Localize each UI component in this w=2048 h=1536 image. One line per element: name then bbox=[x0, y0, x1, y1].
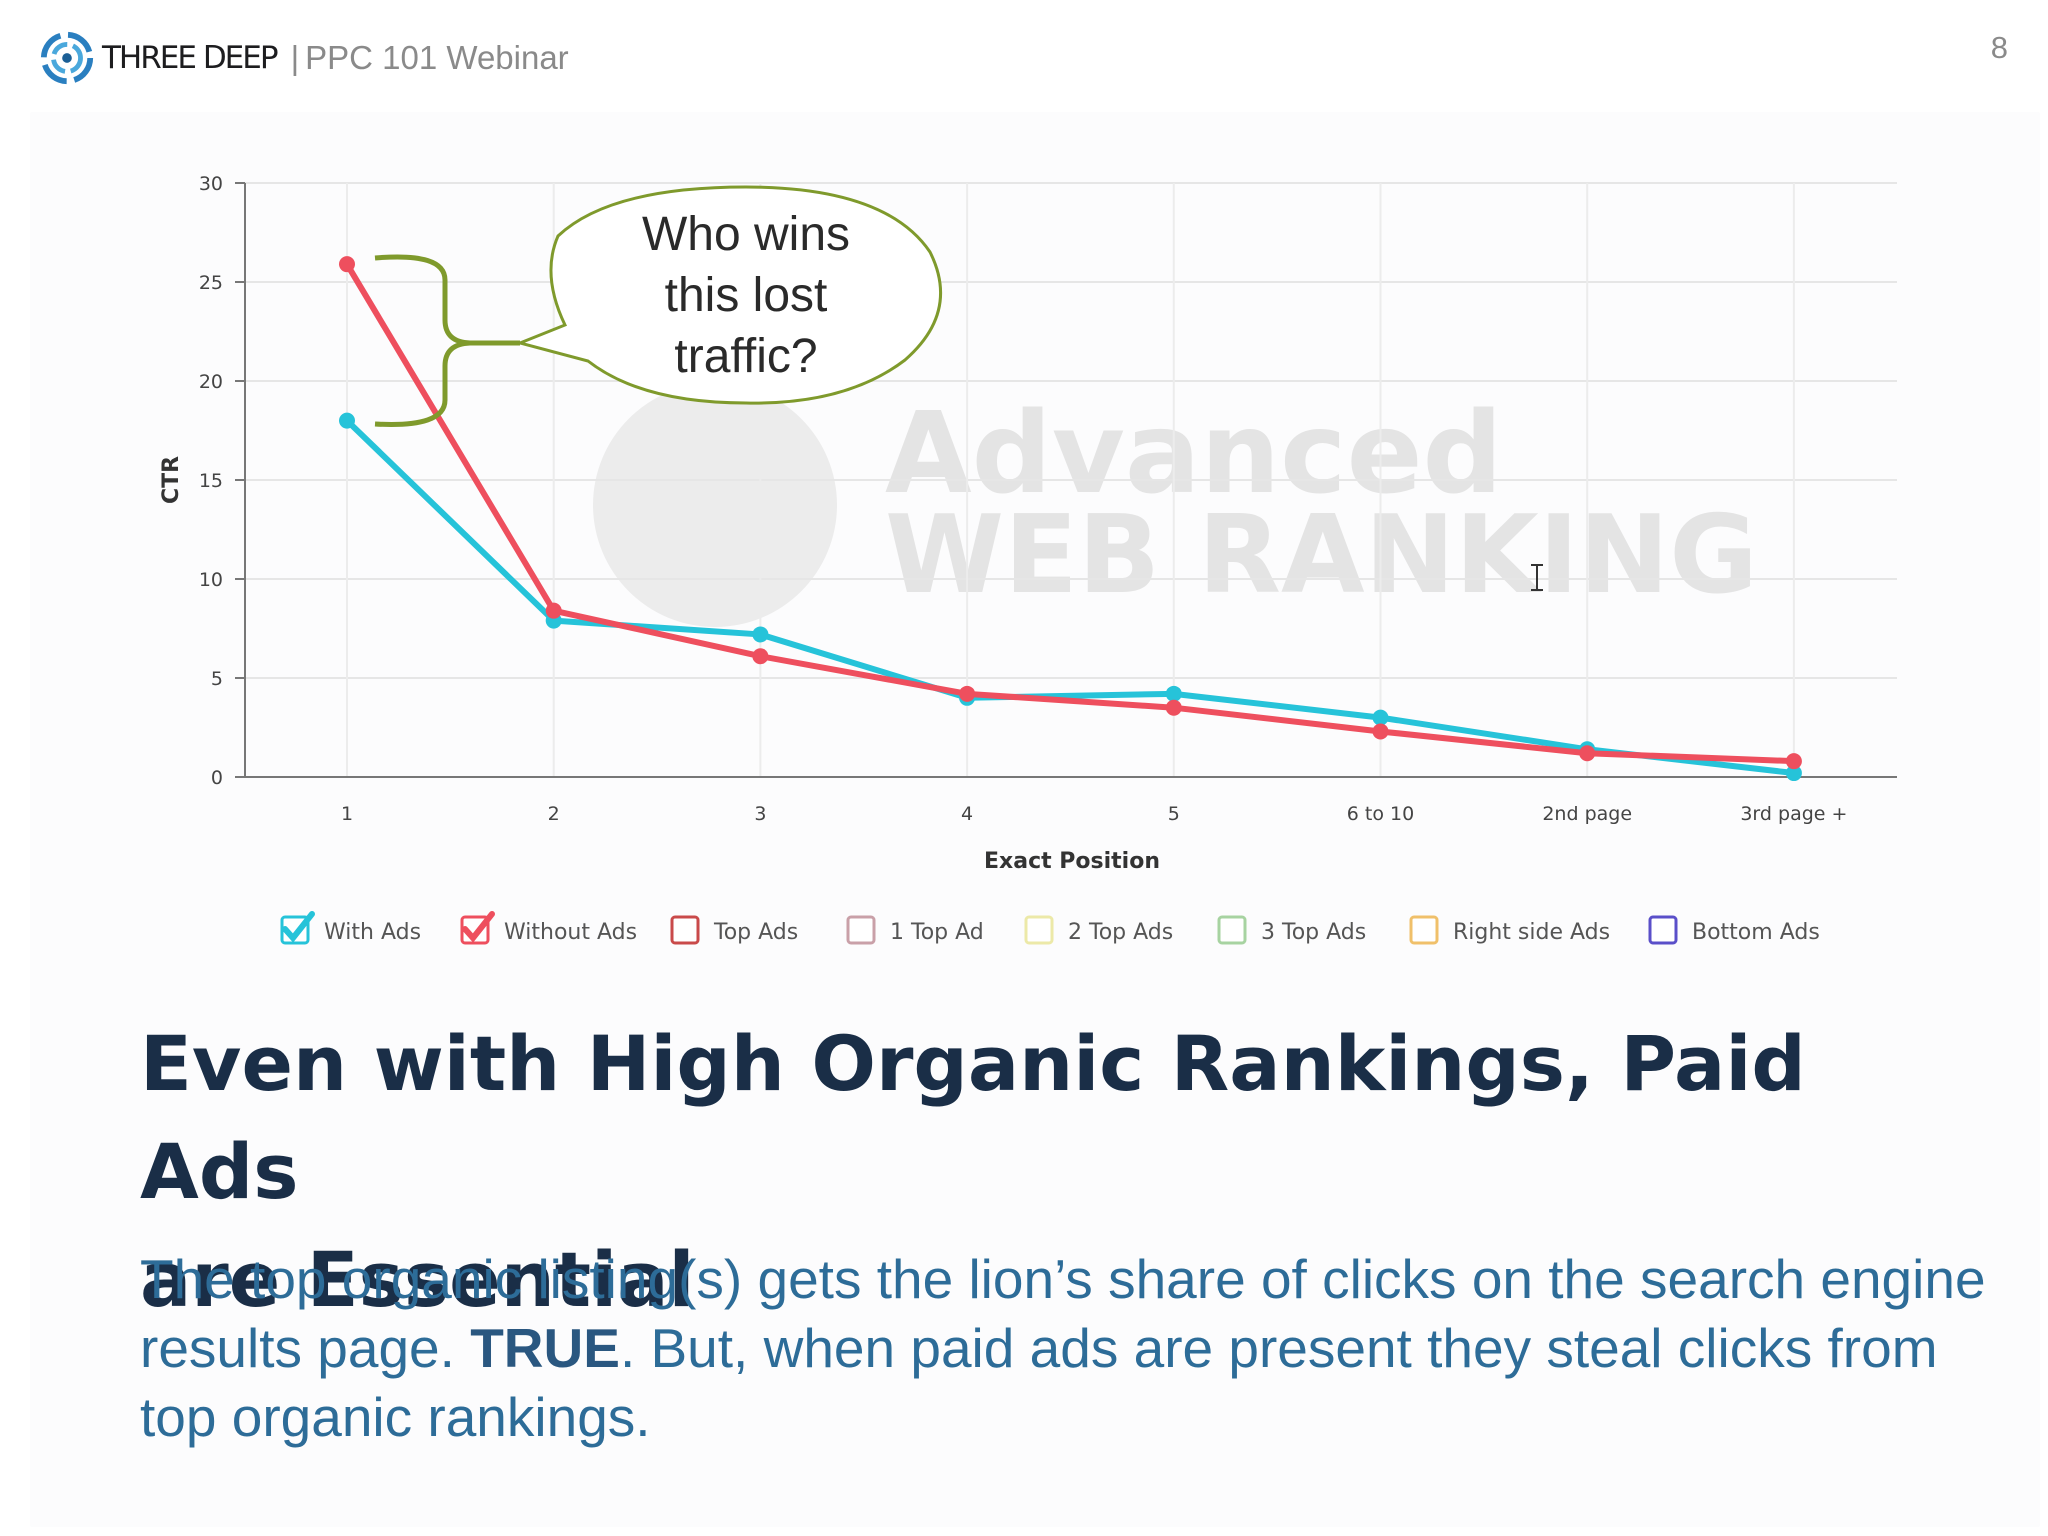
series-1-point[interactable] bbox=[752, 648, 769, 665]
legend-label: Right side Ads bbox=[1453, 920, 1610, 945]
three-deep-logo-icon bbox=[40, 31, 94, 85]
series bbox=[339, 256, 1802, 782]
speech-bubble-shape bbox=[515, 185, 943, 405]
bubble-line-2: this lost bbox=[665, 269, 828, 322]
legend-label: 2 Top Ads bbox=[1068, 920, 1173, 945]
slide-headline: Even with High Organic Rankings, Paid Ad… bbox=[140, 1010, 1960, 1334]
headline-line-2: are Essential bbox=[140, 1235, 695, 1324]
body-emphasis: TRUE bbox=[470, 1317, 620, 1379]
slide-header: THREE DEEP | PPC 101 Webinar bbox=[38, 28, 569, 88]
legend-item[interactable]: 3 Top Ads bbox=[1217, 915, 1366, 945]
series-1-point[interactable] bbox=[545, 602, 562, 619]
legend-label: Bottom Ads bbox=[1692, 920, 1820, 945]
legend-checkbox[interactable] bbox=[846, 915, 876, 945]
axes bbox=[244, 183, 1897, 778]
legend-item[interactable]: Right side Ads bbox=[1409, 915, 1610, 945]
series-0-point[interactable] bbox=[752, 626, 769, 643]
series-1-point[interactable] bbox=[1579, 745, 1596, 762]
bracket-icon bbox=[374, 254, 520, 427]
headline-line-1: Even with High Organic Rankings, Paid Ad… bbox=[140, 1019, 1806, 1216]
x-tick-label: 1 bbox=[341, 803, 353, 825]
watermark-globe-icon bbox=[593, 383, 837, 627]
y-tick-labels: 0 5 10 15 20 25 30 bbox=[199, 173, 223, 789]
x-tick-label: 3 bbox=[754, 803, 766, 825]
legend-item[interactable]: With Ads bbox=[280, 911, 421, 945]
series-1-point[interactable] bbox=[339, 256, 355, 273]
legend-label: 3 Top Ads bbox=[1261, 920, 1366, 945]
legend-item[interactable]: Without Ads bbox=[460, 911, 637, 945]
watermark: Advanced WEB RANKING bbox=[593, 383, 1758, 627]
series-1-point[interactable] bbox=[1372, 723, 1389, 740]
header-separator: | bbox=[290, 39, 300, 76]
ctr-line-chart: Advanced WEB RANKING 0 5 10 15 20 25 30 1 2 3 4 5 6… bbox=[159, 173, 1897, 945]
checkmark-icon bbox=[282, 911, 315, 943]
y-tick-label: 30 bbox=[199, 173, 223, 195]
legend-label: With Ads bbox=[324, 920, 421, 945]
legend-checkbox[interactable] bbox=[1648, 915, 1678, 945]
bubble-line-1: Who wins bbox=[642, 208, 850, 261]
y-tick-label: 5 bbox=[211, 668, 223, 690]
y-tick-label: 15 bbox=[199, 470, 223, 492]
body-part-1: The top organic listing(s) gets the lion… bbox=[140, 1248, 1986, 1379]
grid bbox=[235, 182, 1897, 778]
x-tick-label: 5 bbox=[1168, 803, 1180, 825]
legend-label: Without Ads bbox=[504, 920, 637, 945]
x-tick-label: 2nd page bbox=[1542, 803, 1632, 825]
series-0-point[interactable] bbox=[339, 412, 355, 429]
brand-name: THREE DEEP bbox=[102, 40, 279, 76]
speech-bubble: Who wins this lost traffic? bbox=[515, 185, 943, 405]
checkmark-icon bbox=[462, 911, 495, 943]
legend-checkbox[interactable] bbox=[1024, 915, 1054, 945]
x-tick-label: 4 bbox=[961, 803, 973, 825]
x-tick-label: 2 bbox=[548, 803, 560, 825]
page-number: 8 bbox=[1990, 30, 2008, 65]
slide-body: The top organic listing(s) gets the lion… bbox=[140, 1245, 2000, 1452]
legend-item[interactable]: Top Ads bbox=[670, 915, 798, 945]
y-axis-title: CTR bbox=[159, 456, 184, 504]
watermark-line1: Advanced bbox=[885, 389, 1503, 519]
x-tick-label: 3rd page + bbox=[1740, 803, 1847, 825]
x-tick-labels: 1 2 3 4 5 6 to 10 2nd page 3rd page + bbox=[341, 803, 1847, 825]
deck-subtitle: PPC 101 Webinar bbox=[305, 39, 569, 76]
series-1-point[interactable] bbox=[1785, 753, 1802, 770]
x-axis-title: Exact Position bbox=[984, 849, 1160, 874]
legend: With Ads Without Ads Top Ads 1 Top Ad 2 Top … bbox=[280, 911, 1820, 945]
series-line-0 bbox=[344, 418, 1795, 777]
body-part-2: . But, when paid ads are present they st… bbox=[140, 1317, 1938, 1448]
series-0-point[interactable] bbox=[1372, 709, 1389, 726]
legend-checkbox[interactable] bbox=[1409, 915, 1439, 945]
legend-item[interactable]: 1 Top Ad bbox=[846, 915, 984, 945]
series-0-point[interactable] bbox=[1165, 685, 1182, 702]
y-tick-label: 20 bbox=[199, 371, 223, 393]
legend-item[interactable]: 2 Top Ads bbox=[1024, 915, 1173, 945]
watermark-line2: WEB RANKING bbox=[885, 493, 1758, 618]
legend-checkbox[interactable] bbox=[1217, 915, 1247, 945]
legend-label: Top Ads bbox=[713, 920, 798, 945]
legend-item[interactable]: Bottom Ads bbox=[1648, 915, 1820, 945]
y-tick-label: 0 bbox=[211, 767, 223, 789]
y-tick-label: 10 bbox=[199, 569, 223, 591]
text-cursor-icon bbox=[1531, 564, 1543, 591]
series-0-point[interactable] bbox=[1785, 765, 1802, 782]
series-line-1 bbox=[344, 262, 1795, 765]
x-tick-label: 6 to 10 bbox=[1347, 803, 1414, 825]
series-1-point[interactable] bbox=[959, 685, 976, 702]
series-1-point[interactable] bbox=[1165, 699, 1182, 716]
legend-label: 1 Top Ad bbox=[890, 920, 984, 945]
slide-panel bbox=[30, 112, 2040, 1527]
y-tick-label: 25 bbox=[199, 272, 223, 294]
bubble-line-3: traffic? bbox=[674, 330, 817, 383]
legend-checkbox[interactable] bbox=[670, 915, 700, 945]
